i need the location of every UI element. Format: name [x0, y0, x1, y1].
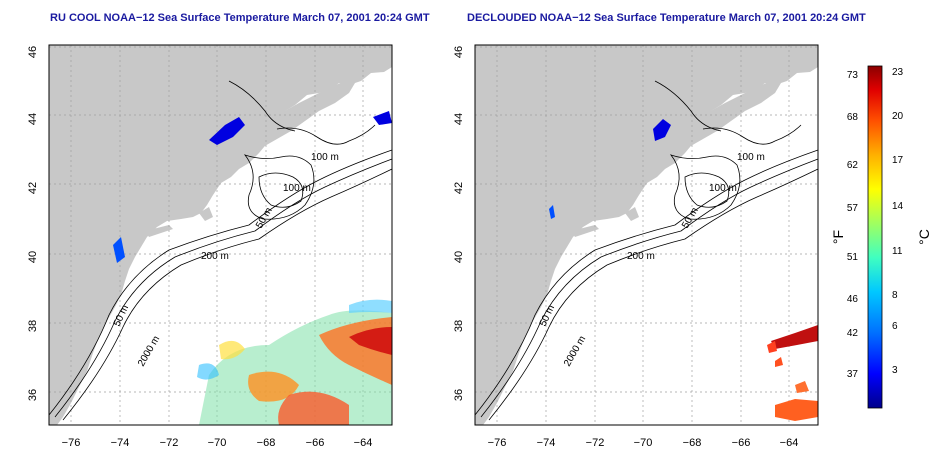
left-x-axis: −76 −74 −72 −70 −68 −66 −64: [62, 437, 373, 449]
x-tick-label: −66: [306, 437, 325, 449]
fahrenheit-tick: 57: [847, 203, 859, 214]
right-map-panel: 100 m 100 m 50 m 200 m 50 m 2000 m: [474, 44, 819, 426]
left-map-title: RU COOL NOAA−12 Sea Surface Temperature …: [50, 12, 430, 24]
x-tick-label: −66: [732, 437, 751, 449]
y-tick-label: 38: [453, 320, 465, 332]
colorbar-celsius-ticks: 23 20 17 14 11 8 6 3: [892, 67, 904, 376]
x-tick-label: −68: [683, 437, 702, 449]
fahrenheit-tick: 73: [847, 70, 859, 81]
contour-label: 100 m: [283, 183, 311, 194]
x-tick-label: −74: [111, 437, 130, 449]
right-y-axis: 46 44 42 40 38 36: [453, 46, 465, 401]
contour-label: 100 m: [311, 152, 339, 163]
celsius-tick: 17: [892, 155, 904, 166]
x-tick-label: −68: [257, 437, 276, 449]
contour-label: 200 m: [627, 251, 655, 262]
contour-label: 200 m: [201, 251, 229, 262]
x-tick-label: −72: [586, 437, 605, 449]
celsius-tick: 6: [892, 321, 898, 332]
celsius-tick: 20: [892, 111, 904, 122]
y-tick-label: 44: [27, 113, 39, 125]
y-tick-label: 40: [453, 251, 465, 263]
left-map-frame: [48, 44, 393, 426]
x-tick-label: −76: [488, 437, 507, 449]
right-sst-overlay: [549, 119, 818, 421]
contour-label: 100 m: [737, 152, 765, 163]
y-tick-label: 38: [27, 320, 39, 332]
fahrenheit-unit-label: °F: [830, 230, 846, 244]
y-tick-label: 42: [27, 182, 39, 194]
x-tick-label: −74: [537, 437, 556, 449]
right-x-axis: −76 −74 −72 −70 −68 −66 −64: [488, 437, 799, 449]
colorbar-gradient: [867, 65, 883, 409]
contour-label: 100 m: [709, 183, 737, 194]
y-tick-label: 46: [27, 46, 39, 58]
fahrenheit-tick: 68: [847, 112, 859, 123]
right-map-frame: [474, 44, 819, 426]
colorbar-fahrenheit-ticks: 73 68 62 57 51 46 42 37: [847, 70, 859, 380]
fahrenheit-tick: 37: [847, 369, 859, 380]
y-tick-label: 36: [27, 389, 39, 401]
left-y-axis: 46 44 42 40 38 36: [27, 46, 39, 401]
celsius-tick: 3: [892, 365, 898, 376]
colorbar: 73 68 62 57 51 46 42 37 23 20 17 14 11 8…: [830, 65, 932, 409]
y-tick-label: 36: [453, 389, 465, 401]
fahrenheit-tick: 62: [847, 160, 859, 171]
y-tick-label: 42: [453, 182, 465, 194]
x-tick-label: −70: [208, 437, 227, 449]
fahrenheit-tick: 51: [847, 252, 859, 263]
right-map-title: DECLOUDED NOAA−12 Sea Surface Temperatur…: [467, 12, 866, 24]
fahrenheit-tick: 42: [847, 328, 859, 339]
y-tick-label: 46: [453, 46, 465, 58]
left-map-panel: 100 m 100 m 50 m 200 m 50 m 2000 m: [48, 44, 393, 426]
x-tick-label: −70: [634, 437, 653, 449]
left-sst-overlay: [113, 111, 392, 425]
celsius-unit-label: °C: [916, 229, 932, 245]
x-tick-label: −72: [160, 437, 179, 449]
right-grid: [475, 45, 818, 425]
y-tick-label: 44: [453, 113, 465, 125]
celsius-tick: 11: [892, 246, 903, 257]
celsius-tick: 14: [892, 201, 904, 212]
fahrenheit-tick: 46: [847, 294, 859, 305]
x-tick-label: −76: [62, 437, 81, 449]
celsius-tick: 23: [892, 67, 904, 78]
x-tick-label: −64: [354, 437, 373, 449]
y-tick-label: 40: [27, 251, 39, 263]
x-tick-label: −64: [780, 437, 799, 449]
celsius-tick: 8: [892, 290, 898, 301]
